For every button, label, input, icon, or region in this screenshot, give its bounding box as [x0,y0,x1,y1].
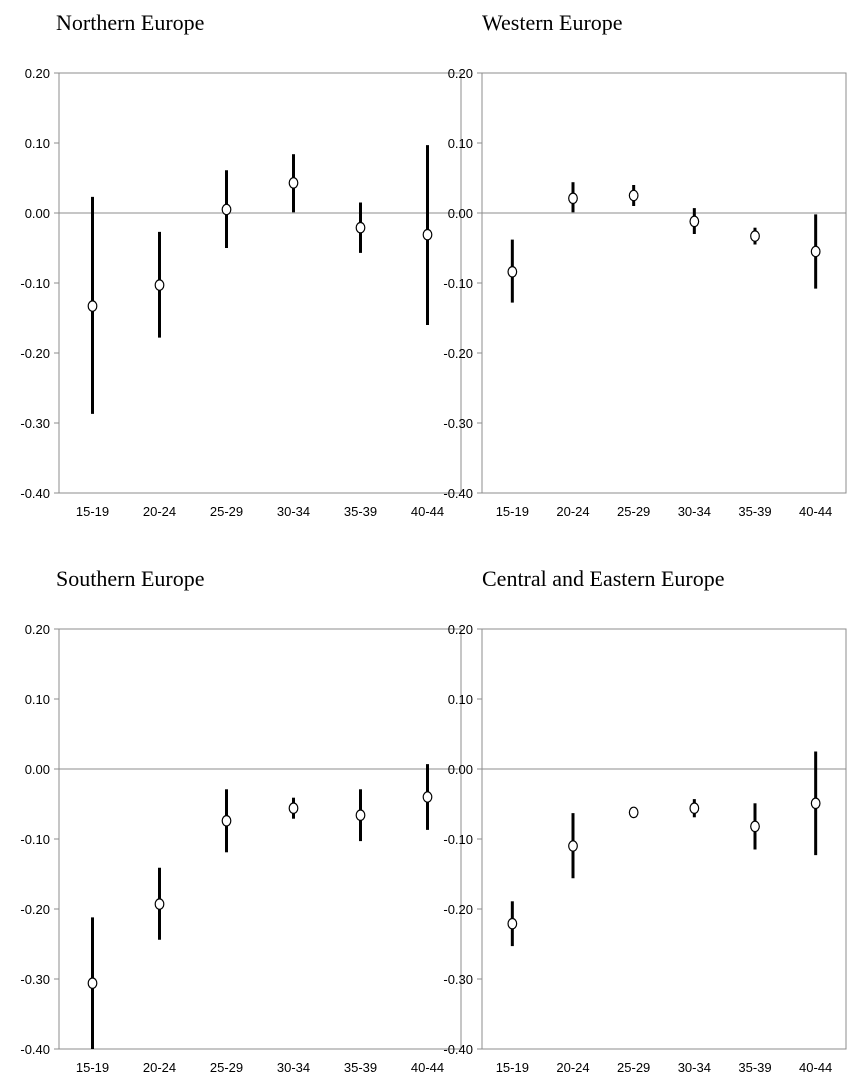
data-point [628,189,639,202]
x-tick-label: 15-19 [76,1060,109,1075]
x-tick-label: 15-19 [496,504,529,519]
x-tick-label: 40-44 [799,1060,832,1075]
x-tick-label: 30-34 [277,1060,310,1075]
x-tick-label: 20-24 [143,1060,176,1075]
data-point [750,820,760,833]
data-point [507,265,518,278]
x-tick-label: 35-39 [344,1060,377,1075]
y-tick-label: -0.20 [443,902,473,917]
y-tick-label: 0.10 [448,692,473,707]
x-tick-label: 20-24 [556,1060,589,1075]
data-point [355,809,366,821]
y-tick-label: -0.20 [20,346,50,361]
y-tick-label: -0.40 [20,1042,50,1057]
x-tick-label: 35-39 [738,1060,771,1075]
y-tick-label: 0.00 [448,762,473,777]
data-point [154,898,165,910]
y-tick-label: 0.00 [25,762,50,777]
x-tick-label: 15-19 [496,1060,529,1075]
y-tick-label: 0.10 [448,136,473,151]
y-tick-label: -0.20 [443,346,473,361]
x-tick-label: 20-24 [143,504,176,519]
data-point [568,840,578,852]
x-tick-label: 30-34 [678,504,711,519]
x-tick-label: 35-39 [738,504,771,519]
x-tick-label: 25-29 [210,504,243,519]
plot-frame [481,72,847,494]
y-tick-label: 0.10 [25,136,50,151]
data-point [689,215,700,228]
data-point [422,228,433,241]
y-tick-label: 0.00 [448,206,473,221]
chart-panel-1: Northern Europe 0.20 0.10 0.00 -0.10 -0.20 -0.… [20,10,462,519]
y-tick-label: 0.10 [25,692,50,707]
data-point [87,977,98,989]
chart-panel-4: Central and Eastern Europe 0.20 0.10 0.00 -0… [443,566,847,1075]
x-tick-label: 25-29 [617,504,650,519]
data-point [628,806,639,819]
panel-title: Southern Europe [56,566,204,591]
x-tick-label: 40-44 [411,1060,444,1075]
data-point [221,203,232,216]
data-point [689,802,700,814]
plot-frame [481,628,847,1050]
data-point [87,300,98,312]
y-tick-label: -0.10 [20,832,50,847]
plot-frame [58,628,462,1050]
y-tick-label: -0.40 [443,1042,473,1057]
data-point [221,814,232,827]
y-tick-label: 0.20 [448,66,473,81]
x-tick-label: 20-24 [556,504,589,519]
y-tick-label: -0.30 [443,972,473,987]
x-tick-label: 40-44 [411,504,444,519]
plot-frame [58,72,462,494]
data-point [288,177,299,189]
y-tick-label: -0.40 [20,486,50,501]
x-tick-label: 25-29 [210,1060,243,1075]
data-point [288,802,299,814]
panel-title: Northern Europe [56,10,204,35]
y-tick-label: 0.00 [25,206,50,221]
data-point [810,245,821,258]
x-tick-label: 35-39 [344,504,377,519]
panel-title: Central and Eastern Europe [482,566,725,591]
chart-panel-2: Western Europe 0.20 0.10 0.00 -0.10 -0.20 -0.3… [443,10,847,519]
panel-title: Western Europe [482,10,623,35]
data-point [568,192,578,205]
data-point [810,797,821,810]
y-tick-label: -0.30 [443,416,473,431]
y-tick-label: -0.20 [20,902,50,917]
data-point [422,791,433,803]
chart-panel-3: Southern Europe 0.20 0.10 0.00 -0.10 -0.20 -0.… [20,566,462,1075]
x-tick-label: 25-29 [617,1060,650,1075]
data-point [355,221,366,234]
y-tick-label: -0.10 [443,276,473,291]
x-tick-label: 30-34 [678,1060,711,1075]
y-tick-label: 0.20 [25,622,50,637]
data-point [507,917,518,930]
x-tick-label: 30-34 [277,504,310,519]
y-tick-label: -0.30 [20,416,50,431]
y-tick-label: -0.30 [20,972,50,987]
data-point [750,230,760,242]
y-tick-label: -0.10 [443,832,473,847]
y-tick-label: -0.40 [443,486,473,501]
y-tick-label: 0.20 [25,66,50,81]
y-tick-label: 0.20 [448,622,473,637]
x-tick-label: 15-19 [76,504,109,519]
y-tick-label: -0.10 [20,276,50,291]
x-tick-label: 40-44 [799,504,832,519]
data-point [154,279,165,291]
